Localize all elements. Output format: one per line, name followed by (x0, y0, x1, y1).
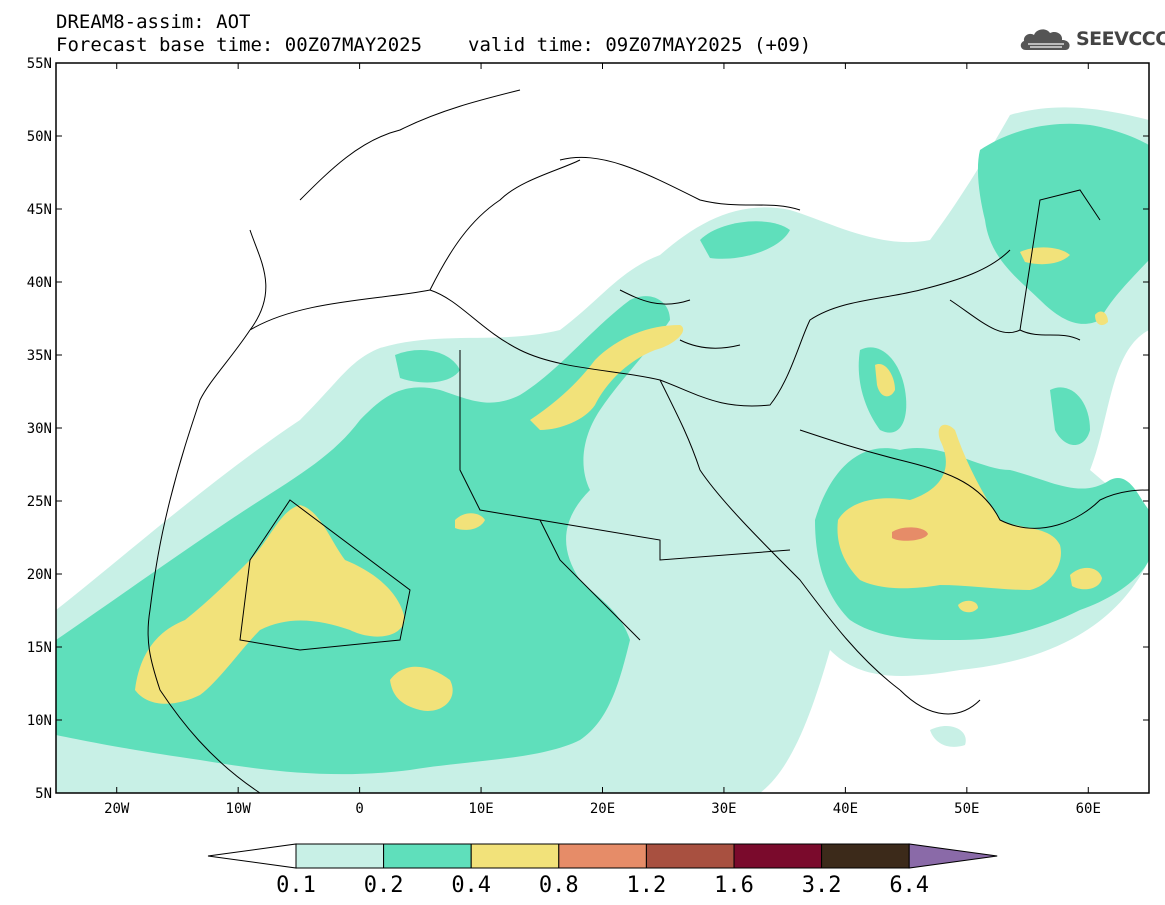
lat-tick-label: 45N (27, 202, 52, 218)
lat-tick-label: 15N (27, 640, 52, 656)
colorbar-label: 3.2 (802, 873, 842, 898)
colorbar: 0.1 0.2 0.4 0.8 1.2 1.6 3.2 6.4 (207, 843, 998, 898)
lat-tick-label: 20N (27, 567, 52, 583)
aot-band-0.8 (892, 527, 928, 541)
colorbar-segment (645, 843, 735, 869)
forecast-times: Forecast base time: 00Z07MAY2025 valid ti… (56, 35, 811, 56)
lon-tick-label: 40E (833, 801, 858, 817)
colorbar-label: 1.2 (627, 873, 667, 898)
colorbar-segment (383, 843, 472, 869)
coastlines (147, 89, 1149, 793)
cloud-icon (1020, 29, 1070, 50)
colorbar-label: 0.2 (364, 873, 404, 898)
lon-tick-label: 60E (1076, 801, 1101, 817)
lat-tick-label: 30N (27, 421, 52, 437)
valid-time: valid time: 09Z07MAY2025 (+09) (468, 34, 812, 56)
colorbar-segment (821, 843, 910, 869)
base-time: Forecast base time: 00Z07MAY2025 (56, 34, 423, 56)
lat-tick-label: 50N (27, 129, 52, 145)
colorbar-segment (295, 843, 385, 869)
logo-text: SEEVCCC (1076, 28, 1165, 50)
colorbar-segment (733, 843, 823, 869)
colorbar-label: 6.4 (889, 873, 929, 898)
colorbar-label: 1.6 (714, 873, 754, 898)
chart-title: DREAM8-assim: AOT (56, 11, 251, 33)
colorbar-label: 0.8 (539, 873, 579, 898)
aot-band-0.4 (135, 247, 1108, 711)
colorbar-segment (558, 843, 647, 869)
lon-tick-label: 20E (590, 801, 615, 817)
lon-tick-label: 50E (954, 801, 979, 817)
lon-tick-label: 10E (468, 801, 493, 817)
colorbar-high-arrow (908, 843, 998, 869)
seevccc-logo: SEEVCCC (1018, 24, 1165, 58)
latitude-axis: 55N 50N 45N 40N 35N 30N 25N 20N 15N 10N 5N (27, 56, 1149, 802)
lon-tick-label: 0 (355, 801, 363, 817)
aot-field (56, 89, 1149, 793)
lat-tick-label: 10N (27, 713, 52, 729)
lat-tick-label: 5N (35, 786, 52, 802)
lon-tick-label: 30E (711, 801, 736, 817)
lat-tick-label: 25N (27, 494, 52, 510)
lon-tick-label: 10W (226, 801, 252, 817)
colorbar-segment (470, 843, 560, 869)
lon-tick-label: 20W (104, 801, 130, 817)
lat-tick-label: 55N (27, 56, 52, 72)
colorbar-low-arrow (207, 843, 297, 869)
longitude-axis: 20W 10W 0 10E 20E 30E 40E 50E 60E (104, 63, 1101, 817)
lat-tick-label: 35N (27, 348, 52, 364)
colorbar-label: 0.4 (451, 873, 491, 898)
colorbar-label: 0.1 (276, 873, 316, 898)
lat-tick-label: 40N (27, 275, 52, 291)
